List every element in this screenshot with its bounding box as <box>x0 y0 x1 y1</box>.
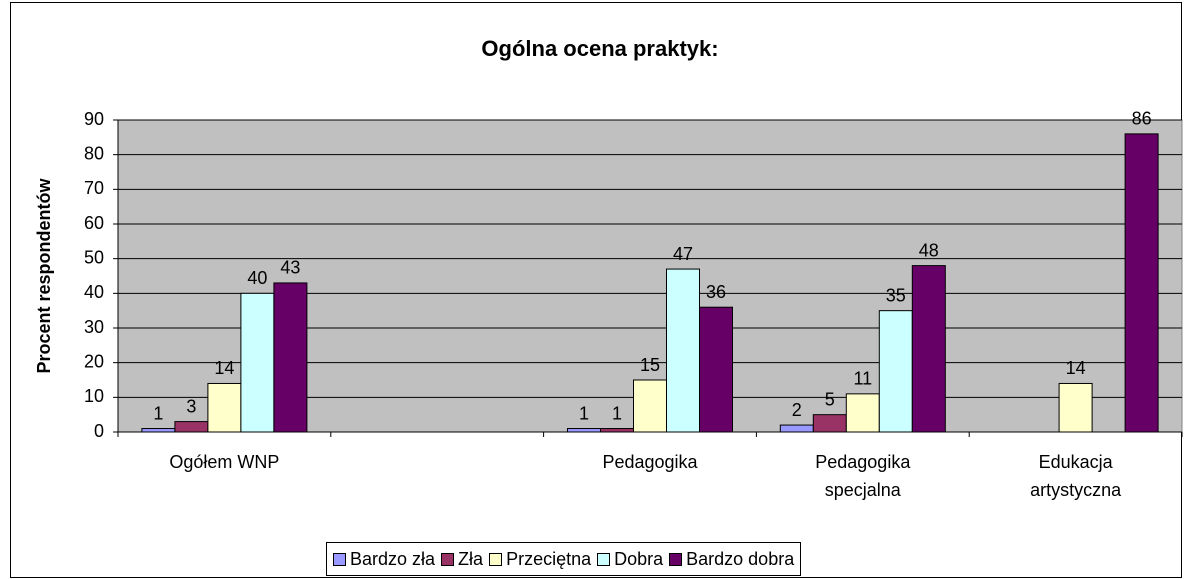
legend-item: Bardzo zła <box>333 549 435 570</box>
value-label: 43 <box>280 258 300 278</box>
bar <box>567 428 601 433</box>
bar <box>600 428 634 433</box>
y-tick-label: 20 <box>84 351 104 371</box>
bar <box>666 268 700 433</box>
value-label: 35 <box>886 285 906 305</box>
legend-label: Przeciętna <box>506 548 592 569</box>
x-tick-label: Edukacja artystyczna <box>1030 452 1122 500</box>
value-label: 5 <box>825 389 835 409</box>
bar <box>174 421 209 433</box>
legend-label: Zła <box>458 548 484 569</box>
legend-label: Dobra <box>614 548 664 569</box>
value-label: 48 <box>919 240 939 260</box>
value-label: 2 <box>792 400 802 420</box>
value-label: 86 <box>1132 109 1152 129</box>
legend-label: Bardzo zła <box>350 548 436 569</box>
bar <box>633 379 667 433</box>
bar <box>845 393 880 433</box>
legend-label: Bardzo dobra <box>686 548 795 569</box>
bar <box>911 265 946 433</box>
legend-swatch <box>333 552 346 566</box>
y-axis-label: Procent respondentów <box>34 177 54 373</box>
bar <box>273 282 308 433</box>
value-label: 40 <box>247 268 267 288</box>
y-tick-label: 60 <box>84 213 104 233</box>
x-tick-label: Ogółem WNP <box>169 452 280 472</box>
bar <box>812 414 847 433</box>
value-label: 1 <box>612 403 622 423</box>
legend-item: Bardzo dobra <box>669 549 794 570</box>
bar <box>1058 382 1093 433</box>
y-tick-label: 0 <box>94 421 104 441</box>
legend-item: Przeciętna <box>489 549 591 570</box>
bar <box>878 310 913 433</box>
bar <box>141 428 176 433</box>
bar <box>207 382 242 433</box>
bar <box>1124 133 1159 433</box>
value-label: 11 <box>853 369 872 389</box>
value-label: 36 <box>706 282 726 302</box>
legend-item: Zła <box>441 549 483 570</box>
bar <box>779 424 814 433</box>
y-tick-label: 70 <box>84 178 104 198</box>
y-tick-label: 90 <box>84 109 104 129</box>
bar <box>699 306 733 433</box>
y-tick-label: 80 <box>84 143 104 163</box>
value-label: 3 <box>186 396 196 416</box>
value-label: 14 <box>214 358 234 378</box>
x-tick-label: Pedagogika specjalna <box>815 452 911 500</box>
y-tick-label: 10 <box>84 386 104 406</box>
y-tick-label: 50 <box>84 247 104 267</box>
legend-item: Dobra <box>597 549 663 570</box>
bar <box>240 292 275 433</box>
value-label: 15 <box>640 355 660 375</box>
legend: Bardzo zła Zła Przeciętna Dobra Bardzo dobra <box>326 542 802 576</box>
value-label: 1 <box>579 403 589 423</box>
chart-title: Ogólna ocena praktyk: <box>481 36 718 61</box>
legend-swatch <box>669 552 683 566</box>
value-label: 14 <box>1066 358 1086 378</box>
x-tick-label: Pedagogika <box>602 452 698 472</box>
legend-swatch <box>441 552 455 566</box>
legend-swatch <box>597 552 611 566</box>
y-tick-label: 40 <box>84 282 104 302</box>
value-label: 47 <box>673 244 693 264</box>
legend-swatch <box>489 552 503 566</box>
value-label: 1 <box>153 403 163 423</box>
y-tick-label: 30 <box>84 317 104 337</box>
